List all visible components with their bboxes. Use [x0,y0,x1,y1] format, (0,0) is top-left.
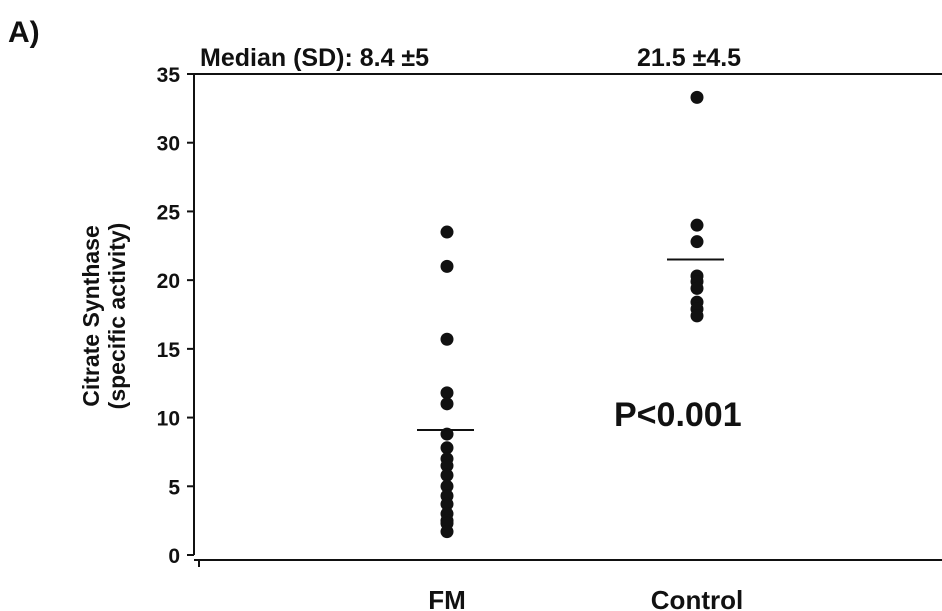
data-point [440,479,454,493]
panel-label: A) [8,16,40,49]
y-tick-label: 35 [157,64,181,87]
y-tick-label: 5 [168,476,180,499]
median-header: Median (SD): 8.4 ±5 [200,44,429,72]
data-point [440,441,454,455]
data-point [690,90,704,104]
data-point [690,281,704,295]
p-value-annotation: P<0.001 [614,396,742,434]
data-point [440,497,454,511]
data-point [440,459,454,473]
y-tick-label: 15 [157,339,181,362]
data-point [440,259,454,273]
data-points [440,90,704,539]
y-tick-label: 10 [157,408,180,431]
data-point [690,218,704,232]
data-point [690,235,704,249]
data-point [440,332,454,346]
y-tick-label: 30 [157,133,180,156]
control-header: 21.5 ±4.5 [637,44,741,72]
data-point [440,525,454,539]
y-tick-label: 20 [157,270,180,293]
data-point [440,225,454,239]
y-tick-label: 0 [168,545,180,568]
x-category-label: Control [651,585,743,611]
data-point [690,309,704,323]
x-category-label: FM [428,585,466,611]
data-point [440,397,454,411]
median-lines [417,258,724,431]
axes [193,73,942,567]
y-tick-label: 25 [157,201,181,224]
y-axis-label-line1: Citrate Synthase [78,225,104,407]
y-ticks: 0 5 10 15 20 25 30 35 [157,64,194,568]
x-labels: FM Control [428,585,743,611]
y-axis-label-line2: (specific activity) [104,223,130,410]
data-point [440,468,454,482]
data-point [440,386,454,400]
y-axis-label-group: Citrate Synthase (specific activity) [78,223,130,410]
